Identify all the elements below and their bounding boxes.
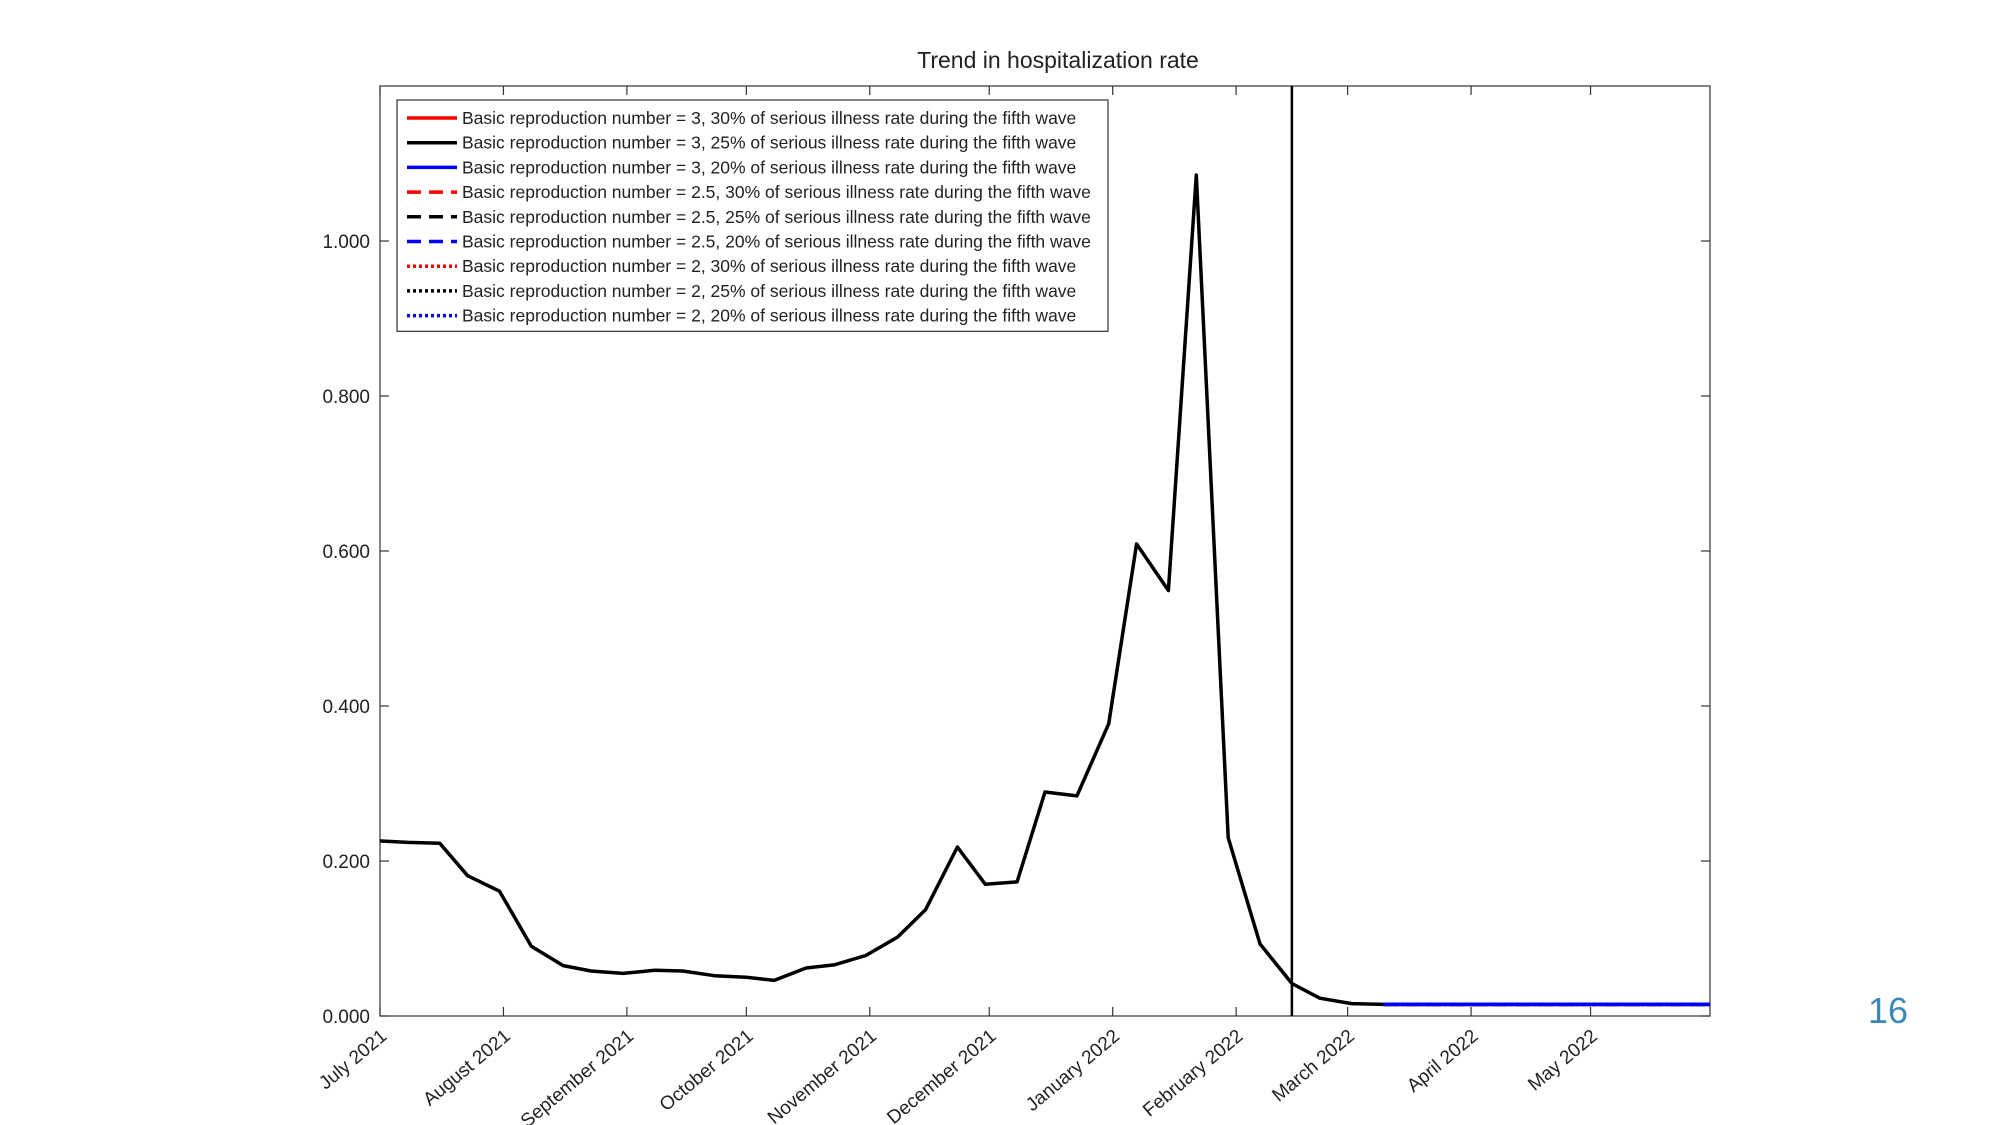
x-tick-label: October 2021 — [656, 1026, 758, 1116]
x-tick-label: May 2022 — [1524, 1026, 1601, 1096]
page-number: 16 — [1868, 990, 1909, 1031]
chart-title: Trend in hospitalization rate — [917, 47, 1199, 73]
x-tick-label: July 2021 — [315, 1026, 391, 1094]
y-tick-label: 0.800 — [322, 387, 370, 408]
observed-series-line — [379, 173, 1384, 1007]
x-tick-label: March 2022 — [1268, 1026, 1358, 1107]
legend-label: Basic reproduction number = 3, 20% of se… — [462, 157, 1076, 177]
y-tick-label: 0.600 — [322, 542, 370, 563]
y-tick-label: 1.000 — [322, 232, 370, 253]
y-tick-label: 0.400 — [322, 697, 370, 718]
legend-label: Basic reproduction number = 2.5, 30% of … — [462, 182, 1091, 202]
legend-label: Basic reproduction number = 2, 25% of se… — [462, 281, 1076, 301]
x-tick-label: August 2021 — [419, 1026, 514, 1111]
plot-lines — [379, 86, 1710, 1016]
x-tick-label: April 2022 — [1403, 1026, 1482, 1097]
legend-label: Basic reproduction number = 2, 30% of se… — [462, 256, 1076, 276]
x-tick-label: December 2021 — [883, 1026, 1000, 1125]
y-tick-label: 0.200 — [322, 852, 370, 873]
x-tick-label: February 2022 — [1139, 1026, 1247, 1122]
legend-label: Basic reproduction number = 3, 25% of se… — [462, 133, 1076, 153]
legend-label: Basic reproduction number = 2.5, 20% of … — [462, 232, 1091, 252]
x-tick-label: January 2022 — [1022, 1026, 1124, 1116]
x-tick-label: November 2021 — [764, 1026, 881, 1125]
y-tick-label: 0.000 — [322, 1007, 370, 1028]
legend: Basic reproduction number = 3, 30% of se… — [396, 99, 1109, 332]
legend-label: Basic reproduction number = 2.5, 25% of … — [462, 207, 1091, 227]
legend-label: Basic reproduction number = 2, 20% of se… — [462, 306, 1076, 326]
legend-box — [396, 99, 1109, 332]
legend-label: Basic reproduction number = 3, 30% of se… — [462, 108, 1076, 128]
x-tick-label: September 2021 — [517, 1026, 638, 1125]
